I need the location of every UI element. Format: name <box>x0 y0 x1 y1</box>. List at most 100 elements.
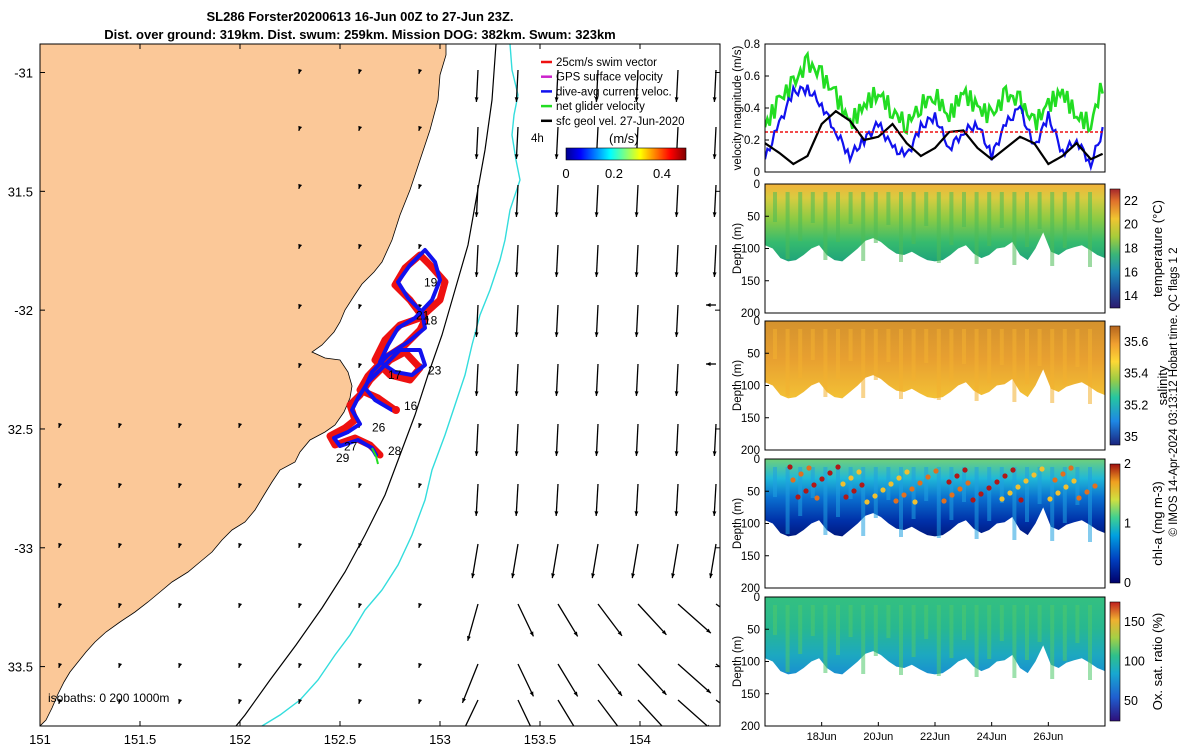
velocity-vector-head <box>712 154 717 159</box>
section-streak <box>899 467 903 537</box>
section-y-tick-label: 100 <box>741 381 760 393</box>
chl-hotspot <box>856 469 862 475</box>
velocity-vector <box>418 126 421 132</box>
velocity-vector <box>298 126 301 132</box>
velocity-vector-head <box>118 542 123 548</box>
velocity-vector <box>595 304 599 337</box>
velocity-vector <box>298 423 301 429</box>
section-streak <box>1025 192 1029 247</box>
velocity-vector <box>515 423 519 456</box>
section-streak <box>798 192 803 241</box>
velocity-vector <box>358 663 361 669</box>
velocity-vector <box>713 244 717 277</box>
section-streak <box>1050 329 1055 403</box>
velocity-vector-head <box>674 451 679 456</box>
section-streak <box>836 329 840 379</box>
velocity-vector <box>517 663 535 697</box>
section-x-tick-label: 24Jun <box>977 731 1007 743</box>
velocity-vector-head <box>358 422 363 428</box>
velocity-vector-head <box>529 631 534 637</box>
velocity-vector <box>635 184 639 217</box>
legend-label: 25cm/s swim vector <box>556 57 657 69</box>
velocity-vector <box>635 69 639 102</box>
velocity-vector <box>298 543 301 549</box>
section-streak <box>987 329 992 383</box>
section-streak <box>962 329 966 364</box>
map-colorbar <box>565 147 687 161</box>
velocity-vector-head <box>418 68 423 74</box>
section-colorbar-tick-label: 2 <box>1124 457 1131 471</box>
velocity-vector <box>461 663 479 704</box>
chl-hotspot <box>946 479 952 485</box>
velocity-vector-head <box>474 97 479 102</box>
velocity-vector-head <box>238 482 243 488</box>
velocity-vector-head <box>631 573 635 579</box>
velocity-vector-head <box>573 691 578 697</box>
velocity-vector <box>591 543 599 579</box>
velocity-vector <box>677 663 712 694</box>
velocity-vector <box>595 423 599 456</box>
section-streak <box>1025 605 1029 660</box>
velocity-vector-head <box>298 183 303 189</box>
day-label: 23 <box>428 363 442 377</box>
section-y-tick-label: 150 <box>741 413 760 425</box>
section-colorbar-tick-label: 1 <box>1124 517 1131 531</box>
section-colorbar-tick-label: 22 <box>1124 194 1138 208</box>
section-panel-temperature: 0 50 100 150 200 Depth (m) 14 16 18 20 22 temperatu… <box>732 179 1165 320</box>
velocity-series-line <box>765 50 1104 136</box>
section-streak <box>924 467 929 501</box>
section-colorbar-tick-label: 35.6 <box>1124 335 1148 349</box>
map-x-tick-label: 154 <box>629 732 651 747</box>
section-colorbar-tick-label: 16 <box>1124 265 1138 279</box>
velocity-vector <box>118 423 121 429</box>
velocity-series-line <box>765 109 1104 166</box>
chl-hotspot <box>811 482 817 488</box>
velocity-vector-head <box>474 451 479 456</box>
velocity-series <box>765 50 1104 172</box>
velocity-vector <box>358 423 361 429</box>
velocity-vector-head <box>554 391 559 396</box>
velocity-vector-head <box>594 451 599 456</box>
velocity-vector-head <box>298 482 303 488</box>
section-streak <box>1025 467 1029 522</box>
section-field <box>765 459 1105 537</box>
section-streak <box>911 329 916 381</box>
velocity-vector <box>475 423 479 456</box>
velocity-vector-head <box>554 97 559 102</box>
velocity-vector <box>418 423 421 429</box>
velocity-vector-head <box>358 125 363 131</box>
velocity-vector <box>58 423 61 429</box>
day-label: 28 <box>388 444 402 458</box>
section-frame <box>764 320 1106 451</box>
section-colorbar-tick-label: 20 <box>1124 218 1138 232</box>
velocity-vector <box>713 483 717 516</box>
velocity-vector-head <box>706 303 711 307</box>
velocity-vector <box>631 543 639 579</box>
chl-hotspot <box>888 481 894 487</box>
section-colorbar-tick-label: 35 <box>1124 430 1138 444</box>
velocity-vector-head <box>617 631 622 636</box>
velocity-vector <box>677 699 709 726</box>
chl-hotspot <box>1052 477 1058 483</box>
section-colorbar-label: Ox. sat. ratio (%) <box>1150 613 1165 711</box>
velocity-vector <box>358 304 361 310</box>
velocity-vector <box>358 483 361 489</box>
section-field <box>765 321 1105 399</box>
section-streak <box>949 467 954 520</box>
velocity-vector <box>418 244 421 250</box>
section-streak <box>949 605 954 658</box>
velocity-vector-head <box>298 68 303 74</box>
section-streak <box>861 192 866 261</box>
velocity-vector <box>118 603 121 609</box>
section-streak <box>911 605 916 657</box>
section-plot-area <box>765 597 1105 726</box>
velocity-vector-head <box>474 272 479 277</box>
section-frame <box>764 183 1106 314</box>
velocity-vector <box>238 663 241 669</box>
section-colorbar <box>1109 325 1121 446</box>
map-colorbar-ticks: 0 0.2 0.4 <box>562 166 671 181</box>
section-streak <box>798 467 803 516</box>
chl-hotspot <box>835 464 841 470</box>
chl-hotspot <box>1010 467 1016 473</box>
